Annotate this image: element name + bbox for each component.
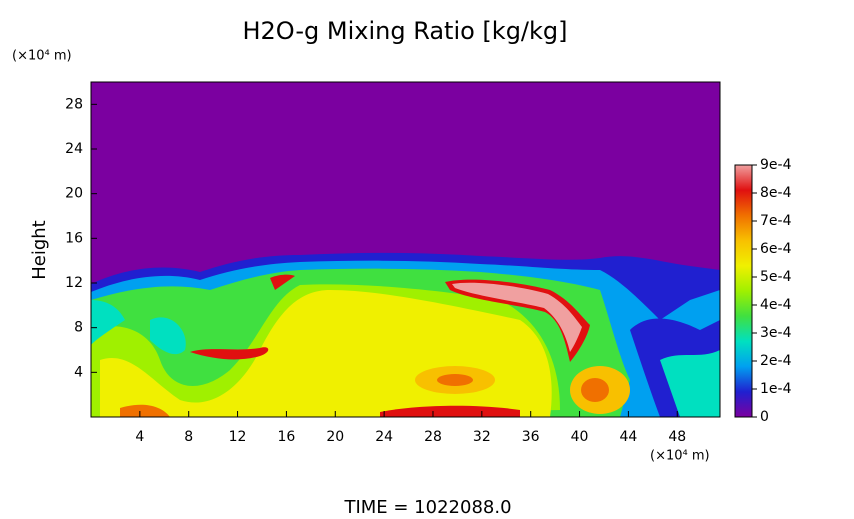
plot-frame — [90, 81, 721, 418]
colorbar-tick-label: 6e-4 — [760, 241, 792, 257]
y-tick-label: 20 — [65, 186, 83, 202]
colorbar-tick-label: 2e-4 — [760, 353, 792, 369]
x-tick-label: 12 — [229, 429, 247, 445]
y-tick-label: 28 — [65, 96, 83, 112]
y-unit: (×10⁴ m) — [12, 49, 72, 64]
x-tick-label: 48 — [668, 429, 686, 445]
chart-title: H2O-g Mixing Ratio [kg/kg] — [242, 17, 567, 45]
y-axis-label: Height — [29, 220, 50, 280]
x-tick-label: 44 — [619, 429, 637, 445]
colorbar — [734, 164, 753, 418]
x-tick-label: 8 — [184, 429, 193, 445]
x-tick-label: 32 — [473, 429, 491, 445]
x-tick-label: 16 — [278, 429, 296, 445]
y-tick-label: 12 — [65, 275, 83, 291]
y-tick-label: 8 — [74, 320, 83, 336]
x-tick-label: 24 — [375, 429, 393, 445]
colorbar-tick-label: 8e-4 — [760, 185, 792, 201]
colorbar-tick-label: 4e-4 — [760, 297, 792, 313]
colorbar-tick-label: 0 — [760, 409, 769, 425]
colorbar-tick-label: 7e-4 — [760, 213, 792, 229]
footer-time: TIME = 1022088.0 — [343, 497, 511, 518]
x-unit: (×10⁴ m) — [650, 449, 710, 464]
y-tick-label: 24 — [65, 141, 83, 157]
field — [91, 82, 720, 417]
y-tick-label: 4 — [74, 364, 83, 380]
x-tick-label: 4 — [135, 429, 144, 445]
x-tick-label: 36 — [522, 429, 540, 445]
x-tick-label: 28 — [424, 429, 442, 445]
y-tick-label: 16 — [65, 230, 83, 246]
colorbar-tick-label: 3e-4 — [760, 325, 792, 341]
colorbar-tick-label: 9e-4 — [760, 157, 792, 173]
x-tick-label: 20 — [326, 429, 344, 445]
colorbar-tick-label: 5e-4 — [760, 269, 792, 285]
colorbar-tick-label: 1e-4 — [760, 381, 792, 397]
x-tick-label: 40 — [571, 429, 589, 445]
